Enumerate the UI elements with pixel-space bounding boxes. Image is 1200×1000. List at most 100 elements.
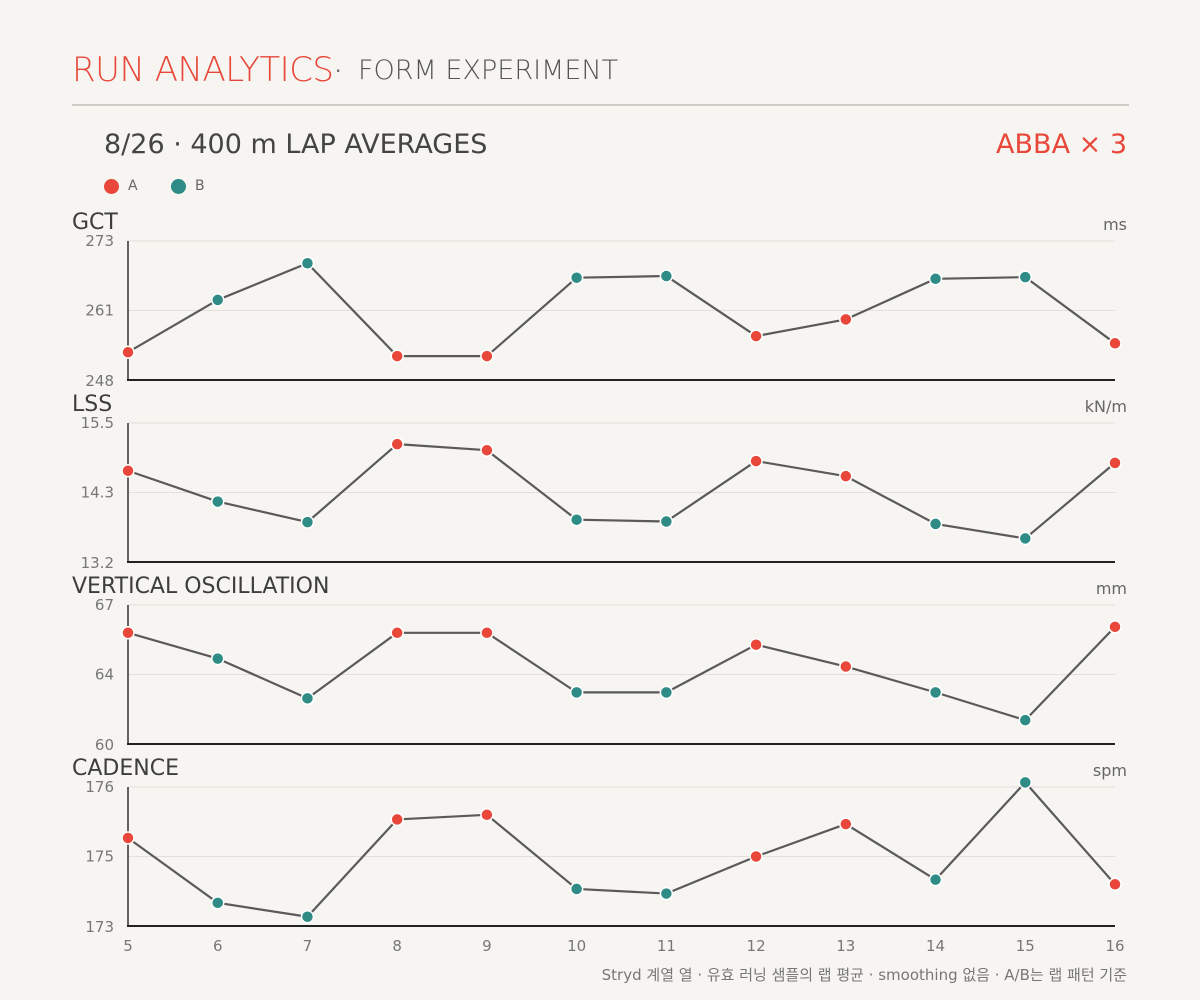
x-tick-label: 10 <box>567 937 586 955</box>
series-line-segment <box>934 781 1027 881</box>
series-line-segment <box>844 822 937 881</box>
data-point <box>480 443 494 457</box>
series-line-segment <box>754 318 847 338</box>
x-tick-label: 16 <box>1105 937 1124 955</box>
series-line-segment <box>1024 276 1117 345</box>
series-line-segment <box>485 813 578 891</box>
y-tick-label: 15.5 <box>81 414 114 432</box>
legend-label-a: A <box>128 178 138 194</box>
footer-note: Stryd 계열 열 · 유효 러닝 샘플의 랩 평균 · smoothing … <box>601 966 1127 984</box>
data-point <box>480 808 494 822</box>
series-line-segment <box>216 262 309 302</box>
panel-title-gct: GCT <box>72 210 118 235</box>
page-subtitle: FORM EXPERIMENT <box>358 55 619 86</box>
data-point <box>390 812 404 827</box>
x-tick-label: 11 <box>657 937 676 955</box>
x-tick-label: 7 <box>303 937 313 955</box>
series-line-segment <box>934 276 1027 280</box>
series-line-segment <box>306 262 399 358</box>
data-point <box>659 514 674 529</box>
data-point <box>569 512 584 527</box>
series-line-segment <box>575 887 668 895</box>
series-line-segment <box>306 443 399 524</box>
series-line-segment <box>485 276 578 358</box>
data-point <box>749 329 763 343</box>
data-point <box>121 345 135 359</box>
y-tick-label: 64 <box>95 666 114 684</box>
y-tick-label: 261 <box>85 302 114 320</box>
y-tick-label: 176 <box>85 778 114 796</box>
data-point <box>659 269 674 283</box>
title-separator: · <box>335 59 342 83</box>
y-tick-label: 273 <box>85 232 114 250</box>
data-point <box>1108 620 1122 634</box>
data-point <box>210 651 225 666</box>
panel-title-vertical-oscillation: VERTICAL OSCILLATION <box>72 574 329 599</box>
y-tick-label: 14.3 <box>81 484 114 502</box>
series-line-segment <box>754 643 847 668</box>
data-point <box>121 831 135 845</box>
data-point <box>1108 336 1122 351</box>
series-line-segment <box>575 518 668 523</box>
data-point <box>210 494 225 509</box>
series-line-segment <box>1024 625 1117 722</box>
series-line-segment <box>126 469 219 503</box>
data-point <box>210 293 225 307</box>
series-line-segment <box>216 901 309 918</box>
series-line-segment <box>934 691 1027 722</box>
series-line-segment <box>665 855 758 895</box>
section-badge: ABBA × 3 <box>996 129 1127 160</box>
data-point <box>749 849 763 864</box>
data-point <box>659 886 674 901</box>
series-line-segment <box>306 631 399 700</box>
series-line-segment <box>1024 781 1117 886</box>
data-point <box>839 469 853 483</box>
data-point <box>839 659 853 674</box>
brand-title: RUN ANALYTICS <box>72 50 334 90</box>
panel-title-cadence: CADENCE <box>72 756 179 781</box>
series-line-segment <box>754 459 847 478</box>
legend-dot-b <box>171 179 186 194</box>
series-line-segment <box>306 818 399 918</box>
series-line-segment <box>665 459 758 523</box>
data-point <box>1018 775 1033 790</box>
page-header: RUN ANALYTICS · FORM EXPERIMENT <box>72 50 1129 106</box>
y-tick-label: 13.2 <box>81 554 114 572</box>
unit-label-vertical-oscillation: mm <box>1096 579 1127 598</box>
series-line-segment <box>665 274 758 338</box>
x-tick-label: 5 <box>123 937 133 955</box>
data-point <box>390 349 404 363</box>
series-line-segment <box>396 443 489 452</box>
unit-label-lss: kN/m <box>1085 397 1127 416</box>
x-tick-label: 13 <box>836 937 855 955</box>
series-line-segment <box>485 631 578 694</box>
panel-title-lss: LSS <box>72 392 112 417</box>
data-point <box>928 517 943 531</box>
panel-cadence: CADENCE spm 176 175 173 <box>72 756 1127 936</box>
data-point <box>928 272 943 286</box>
series-line-segment <box>665 643 758 694</box>
data-point <box>1108 877 1122 892</box>
data-point <box>1018 531 1033 546</box>
series-line-segment <box>844 665 937 694</box>
x-tick-label: 9 <box>482 937 492 955</box>
data-point <box>210 896 225 910</box>
x-tick-label: 14 <box>926 937 945 955</box>
data-point <box>390 626 404 640</box>
data-point <box>390 437 404 451</box>
x-tick-label: 8 <box>392 937 402 955</box>
data-point <box>749 454 763 468</box>
series-line-segment <box>216 657 309 700</box>
data-point <box>569 882 584 896</box>
unit-label-gct: ms <box>1103 215 1127 234</box>
data-point <box>928 872 943 887</box>
series-line-segment <box>126 298 219 354</box>
series-line-segment <box>844 277 937 321</box>
legend-dot-a <box>104 179 119 194</box>
unit-label-cadence: spm <box>1093 761 1127 780</box>
y-tick-label: 175 <box>85 848 114 866</box>
x-tick-label: 12 <box>747 937 766 955</box>
legend-label-b: B <box>195 178 205 194</box>
series-line-segment <box>126 836 219 904</box>
data-point <box>480 349 494 363</box>
